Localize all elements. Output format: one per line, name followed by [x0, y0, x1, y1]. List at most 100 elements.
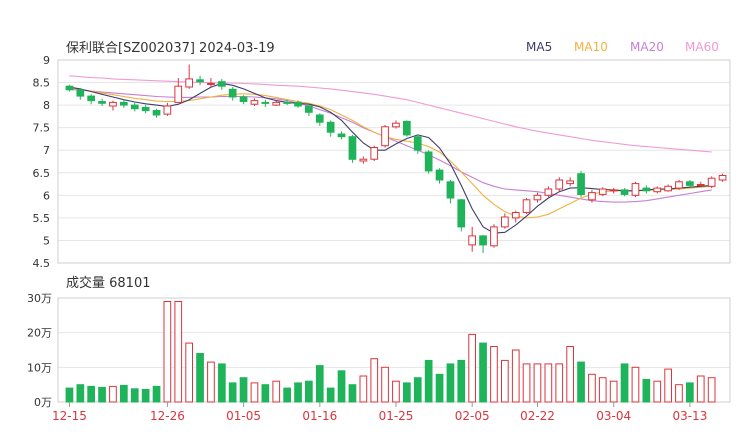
- candle-body: [664, 185, 672, 192]
- candle-body: [359, 158, 368, 162]
- volume-bar: [283, 387, 291, 403]
- candle: [359, 156, 368, 164]
- candle-body: [490, 226, 498, 247]
- candle-body: [326, 121, 335, 133]
- candle-body: [653, 187, 662, 193]
- volume-bar: [326, 387, 335, 403]
- candle: [620, 188, 629, 197]
- candle-body: [533, 194, 542, 201]
- candle-body: [76, 89, 85, 97]
- ma60-line: [69, 75, 712, 153]
- candle-body: [457, 199, 466, 228]
- legend: MA5 MA10 MA20 MA60: [526, 40, 719, 54]
- candle: [435, 168, 444, 184]
- candle-body: [152, 110, 161, 116]
- candle: [522, 198, 531, 215]
- volume-bar: [120, 384, 128, 403]
- candle-body: [130, 104, 139, 110]
- candle-body: [718, 175, 727, 181]
- volume-bar: [468, 333, 476, 403]
- candle: [403, 120, 411, 137]
- candle: [588, 189, 596, 203]
- volume-axis: 30万 20万 10万 0万: [27, 292, 52, 409]
- date-axis: 12-15 12-26 01-05 01-16 01-25 02-05 02-22 03-04…: [52, 402, 707, 423]
- volume-bar: [435, 373, 444, 403]
- volume-bar: [457, 359, 466, 403]
- candle: [207, 78, 215, 88]
- candle: [609, 188, 618, 194]
- candle: [490, 224, 498, 248]
- candle-body: [609, 189, 618, 192]
- candle-body: [163, 105, 172, 115]
- candle: [555, 177, 564, 192]
- candle: [533, 192, 542, 203]
- price-tick-label: 7: [43, 144, 50, 157]
- candle-body: [120, 101, 128, 106]
- volume-bar: [664, 368, 672, 403]
- volume-bar: [163, 301, 172, 403]
- volume-bar: [696, 375, 705, 403]
- volume-bar: [305, 380, 313, 403]
- volume-bar: [87, 385, 96, 403]
- candle: [239, 95, 248, 105]
- volume-bar: [207, 361, 215, 403]
- candle: [305, 105, 313, 116]
- candle-body: [185, 78, 194, 88]
- candle: [228, 87, 237, 101]
- volume-bar: [598, 377, 607, 403]
- volume-bar: [413, 377, 422, 403]
- candle: [642, 185, 651, 194]
- candle-body: [675, 181, 683, 189]
- price-tick-label: 9: [43, 54, 50, 67]
- candle: [174, 78, 183, 103]
- volume-bar: [294, 382, 302, 403]
- volume-bar: [152, 385, 161, 403]
- moving-average-lines: [69, 75, 712, 234]
- candlesticks: [65, 64, 727, 254]
- date-tick-label: 02-05: [455, 409, 490, 423]
- candle: [294, 100, 302, 108]
- volume-bar: [522, 363, 531, 403]
- price-tick-label: 8: [43, 99, 50, 112]
- candle: [457, 198, 466, 232]
- candle-body: [403, 120, 411, 136]
- candle: [120, 99, 128, 108]
- candle-body: [501, 216, 509, 228]
- candle-body: [620, 189, 629, 195]
- volume-bar: [577, 361, 585, 403]
- candle-body: [207, 83, 215, 85]
- date-tick-label: 12-15: [52, 409, 87, 423]
- candle: [315, 113, 324, 126]
- candle: [250, 98, 259, 107]
- candle-body: [315, 114, 324, 123]
- date-tick-label: 03-13: [672, 409, 707, 423]
- candle-body: [305, 105, 313, 113]
- candle: [675, 179, 683, 190]
- volume-bar: [98, 386, 106, 403]
- volume-tick-label: 20万: [27, 327, 52, 340]
- candle-body: [588, 192, 596, 201]
- volume-bar: [218, 363, 226, 403]
- volume-bar: [370, 358, 379, 403]
- volume-bar: [479, 342, 487, 403]
- volume-tick-label: 30万: [27, 292, 52, 305]
- candle: [707, 176, 716, 189]
- candle-body: [370, 147, 379, 160]
- candle: [370, 145, 379, 162]
- candle: [326, 120, 335, 137]
- candle-body: [446, 181, 455, 199]
- candle-body: [196, 79, 204, 83]
- legend-ma60: MA60: [685, 40, 719, 54]
- price-grid: [58, 82, 730, 241]
- candle: [686, 179, 694, 188]
- volume-bar: [359, 375, 368, 403]
- candle: [130, 102, 139, 112]
- candle-body: [631, 183, 640, 196]
- candle: [218, 78, 226, 90]
- volume-bar: [544, 363, 553, 403]
- candle-body: [424, 151, 433, 172]
- volume-bar: [141, 389, 150, 403]
- date-tick-label: 03-04: [596, 409, 631, 423]
- volume-bar: [675, 384, 683, 403]
